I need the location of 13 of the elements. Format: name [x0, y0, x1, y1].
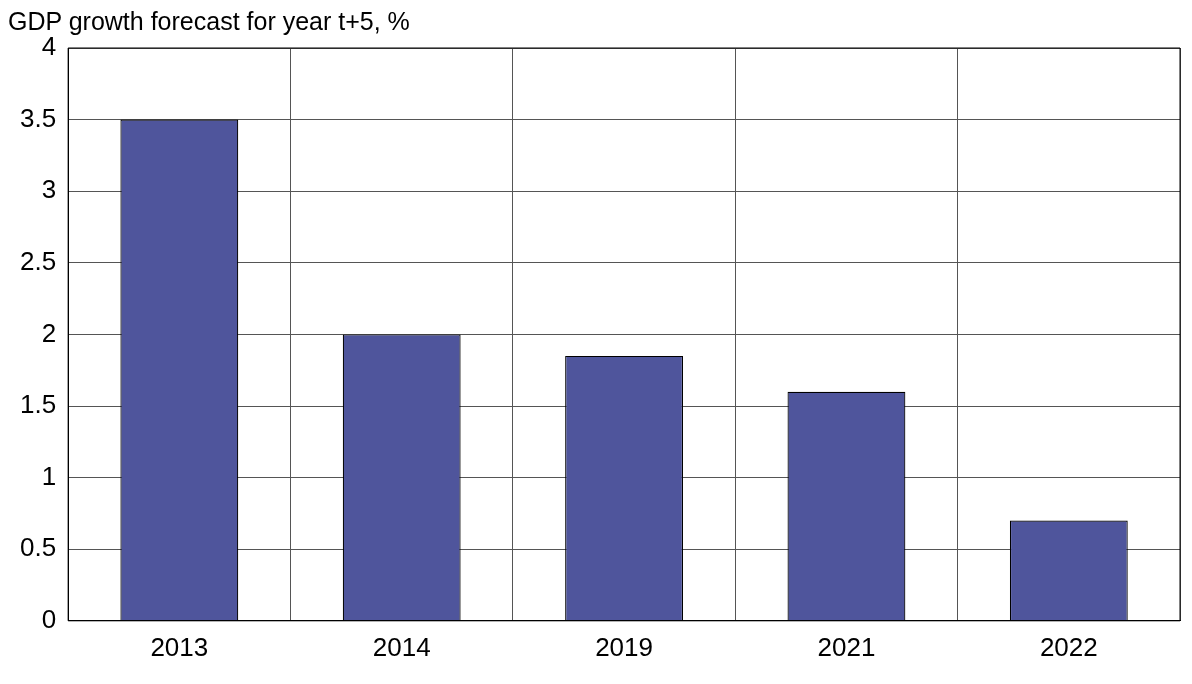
x-tick-label: 2022	[1039, 631, 1098, 662]
x-tick-label: 2021	[817, 631, 876, 662]
y-tick-label: 0.5	[19, 532, 57, 563]
y-tick-label: 3	[41, 174, 57, 205]
y-tick-label: 3.5	[19, 102, 57, 133]
y-tick-label: 1.5	[19, 389, 57, 420]
y-tick-label: 0	[41, 603, 57, 634]
y-tick-label: 1	[41, 460, 57, 491]
x-tick-label: 2014	[372, 631, 431, 662]
y-tick-label: 2.5	[19, 245, 57, 276]
y-tick-label: 2	[41, 317, 57, 348]
x-tick-label: 2013	[150, 631, 209, 662]
x-tick-label: 2019	[595, 631, 653, 662]
